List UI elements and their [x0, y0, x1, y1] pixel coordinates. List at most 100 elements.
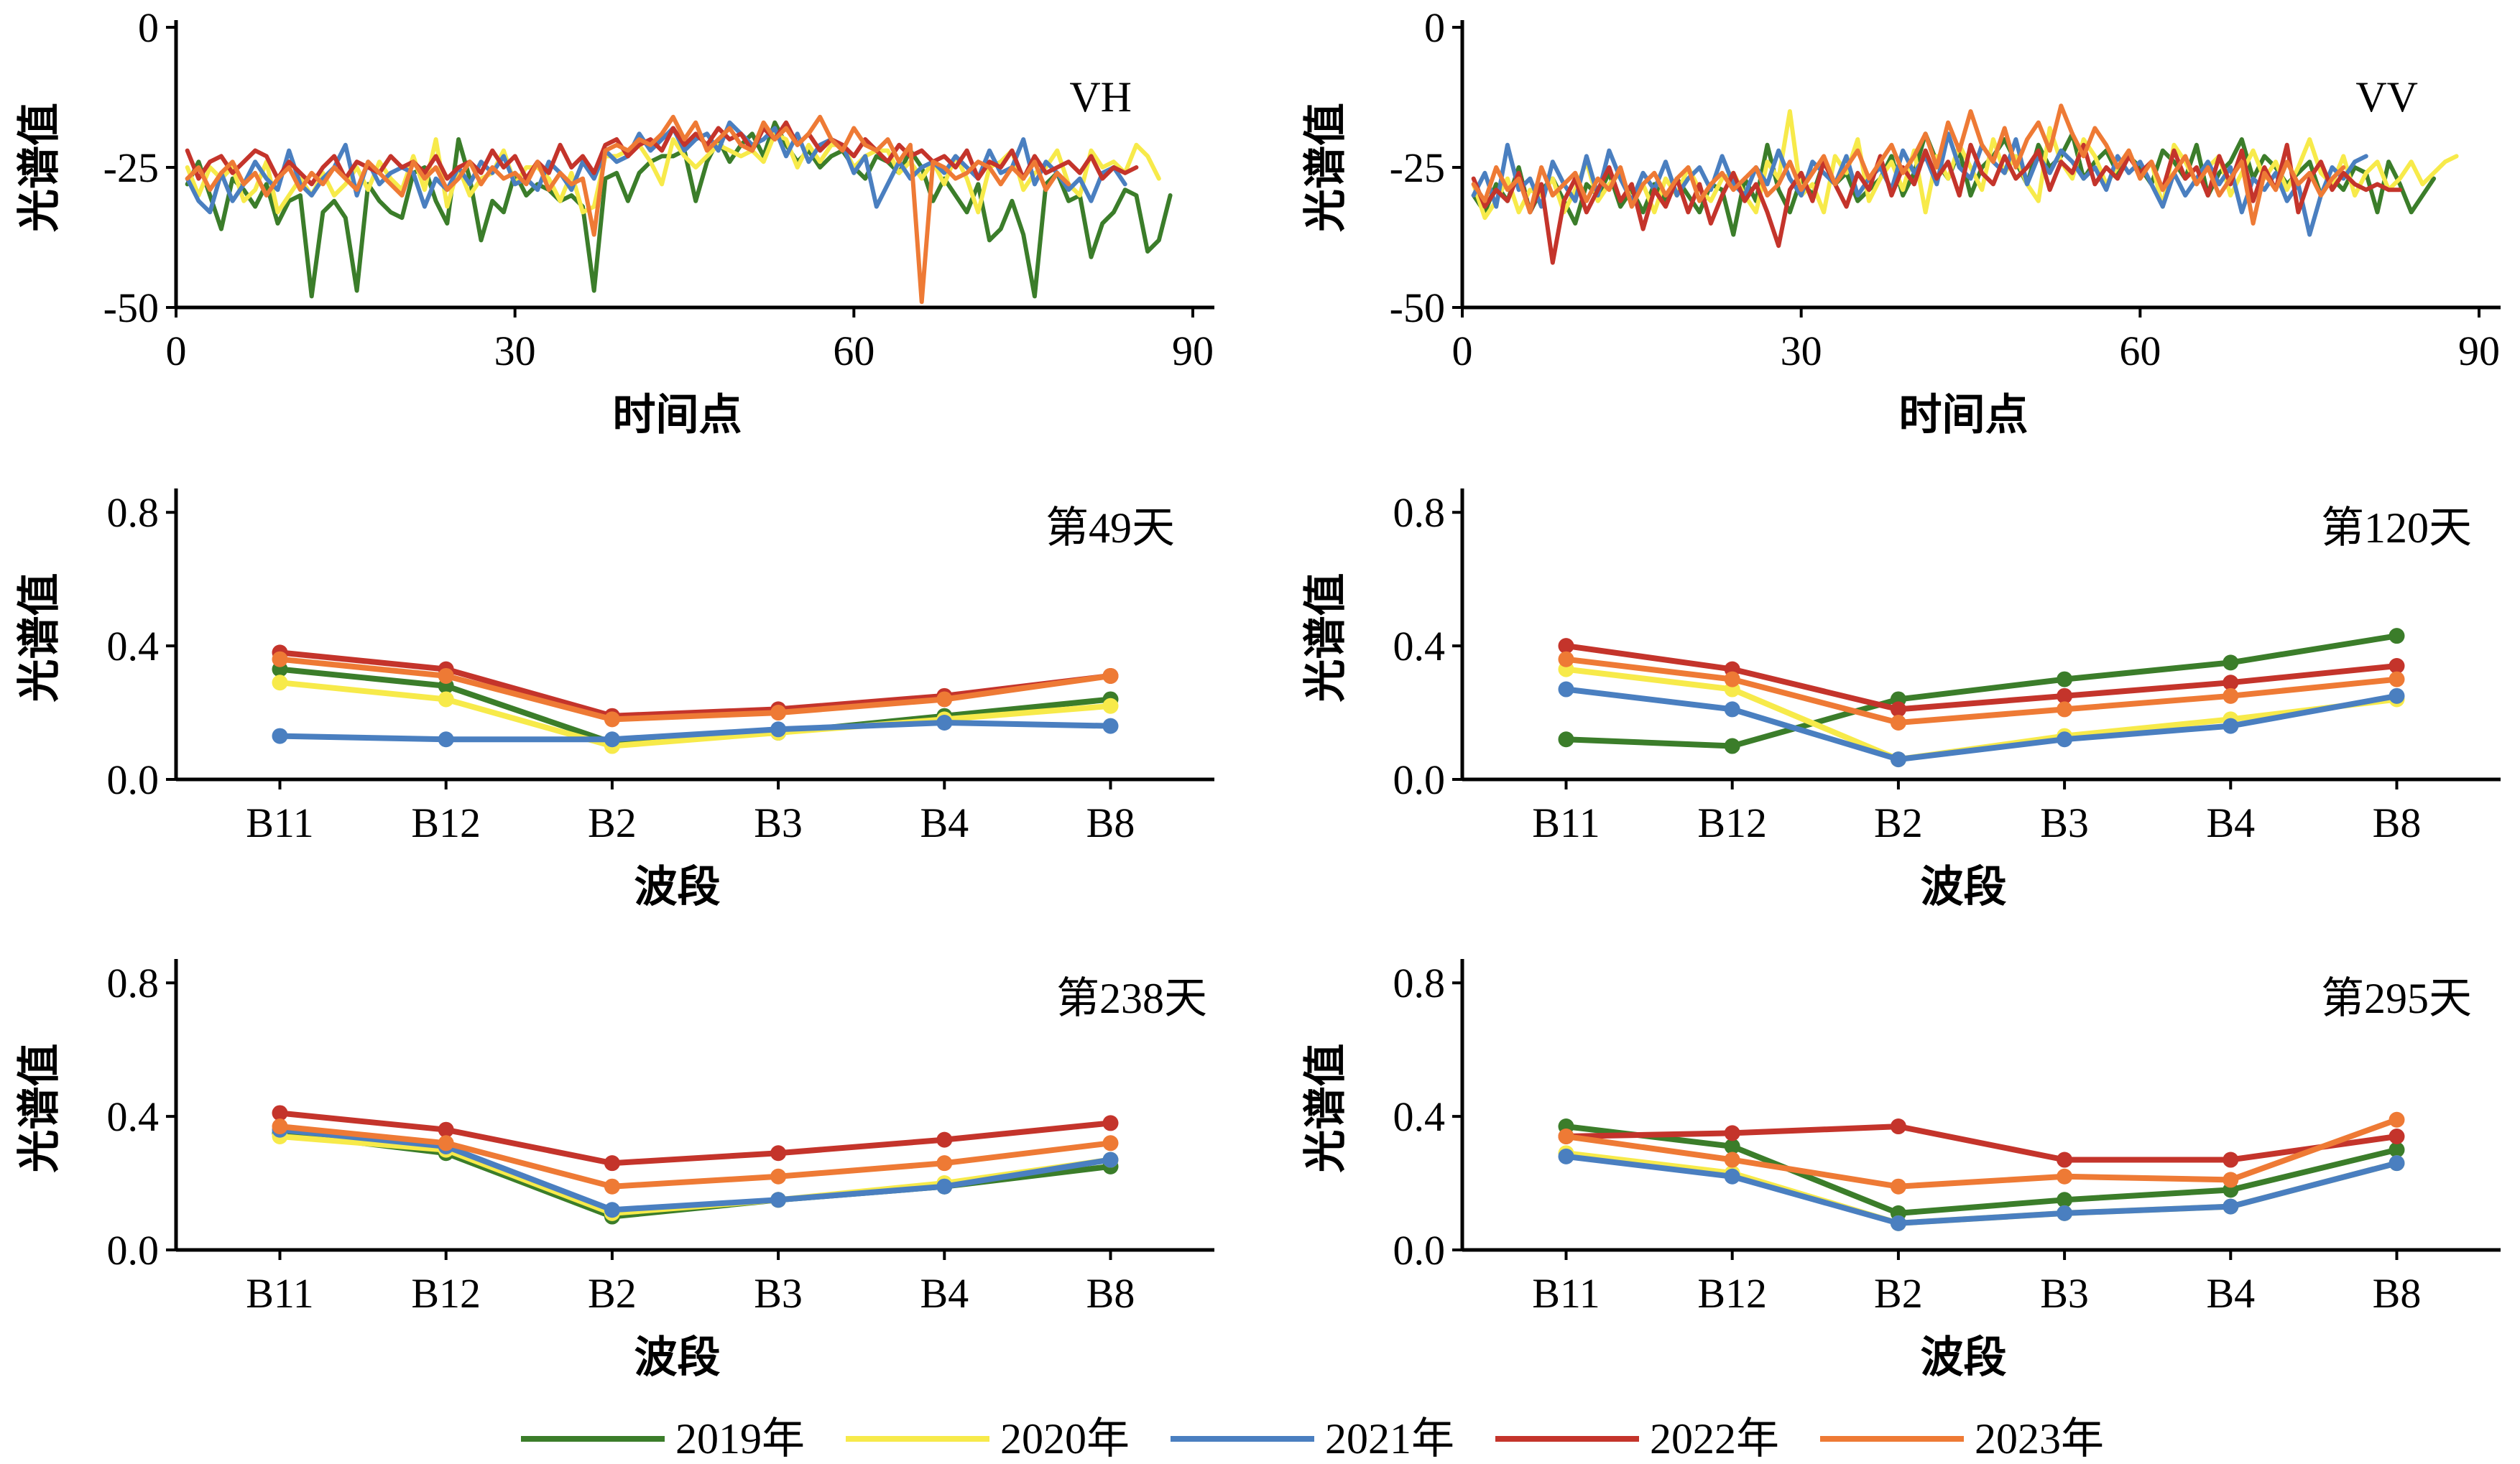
y-tick-label: -25 [103, 144, 159, 191]
y-tick-label: 0.0 [1393, 1227, 1446, 1274]
data-point-2021年 [2223, 718, 2239, 734]
data-point-2021年 [1890, 751, 1906, 768]
data-point-2020年 [438, 691, 454, 708]
x-axis-label: 时间点 [613, 390, 742, 440]
series-line-2020年 [277, 1134, 1114, 1216]
series-line-2023年 [1563, 1116, 2400, 1190]
panel-title: 第238天 [1056, 975, 1207, 1022]
x-tick-label: 0 [1452, 328, 1473, 374]
y-tick-label: 0 [138, 4, 159, 51]
data-point-2022年 [2223, 675, 2239, 691]
x-tick-label: 60 [2119, 328, 2161, 374]
data-point-2021年 [604, 731, 620, 748]
series-line-2019年 [185, 120, 1173, 299]
data-point-2021年 [936, 715, 953, 731]
y-tick-label: 0 [1424, 4, 1445, 51]
data-point-2023年 [1724, 671, 1740, 687]
data-point-2023年 [2389, 1111, 2405, 1128]
data-point-2023年 [2057, 1168, 2073, 1185]
y-axis-label: 光谱值 [1301, 573, 1351, 703]
y-tick-label: 0.8 [1393, 960, 1446, 1006]
legend-label: 2021年 [1325, 1415, 1454, 1463]
panel-title: 第120天 [2321, 504, 2472, 552]
x-tick-label: B12 [1697, 800, 1767, 846]
y-tick-label: 0.4 [1393, 623, 1446, 670]
x-tick-label: B12 [411, 1270, 481, 1317]
y-axis-label: 光谱值 [14, 573, 65, 703]
series-line-2023年 [185, 114, 1071, 305]
x-axis-label: 时间点 [1899, 390, 2029, 440]
y-tick-label: 0.4 [1393, 1093, 1446, 1140]
data-point-2022年 [1890, 1118, 1906, 1135]
x-axis-label: 波段 [634, 862, 721, 912]
x-tick-label: 30 [494, 328, 536, 374]
data-point-2021年 [1724, 1168, 1740, 1185]
series-line-2021年 [1563, 686, 2400, 763]
data-point-2021年 [1890, 1215, 1906, 1231]
data-point-2023年 [936, 1155, 953, 1172]
x-tick-label: B2 [1874, 800, 1923, 846]
data-point-2021年 [2057, 1205, 2073, 1221]
legend-label: 2023年 [1975, 1415, 2104, 1463]
data-point-2023年 [1558, 651, 1574, 667]
series-line-2021年 [1563, 1153, 2400, 1226]
data-point-2023年 [272, 1118, 288, 1135]
series-line-2022年 [1563, 1124, 2400, 1163]
data-point-2023年 [1558, 1129, 1574, 1144]
data-point-2021年 [1102, 1152, 1119, 1168]
panel-title: VV [2355, 73, 2418, 121]
data-point-2022年 [2057, 1152, 2073, 1168]
x-tick-label: B2 [1874, 1270, 1923, 1317]
data-point-2023年 [2057, 701, 2073, 718]
x-tick-label: B11 [1532, 800, 1600, 846]
data-point-2022年 [1724, 1125, 1740, 1141]
x-tick-label: B4 [2206, 1270, 2255, 1317]
series-line-2021年 [277, 720, 1114, 743]
data-point-2019年 [2389, 628, 2405, 644]
data-point-2019年 [2057, 1192, 2073, 1208]
data-point-2022年 [2223, 1152, 2239, 1168]
data-point-2022年 [2389, 658, 2405, 674]
y-axis-label: 光谱值 [1301, 103, 1351, 232]
x-tick-label: B11 [1532, 1270, 1600, 1317]
data-point-2021年 [770, 1192, 787, 1208]
series-line-2023年 [277, 1124, 1114, 1190]
data-point-2021年 [438, 731, 454, 748]
data-point-2023年 [272, 651, 288, 667]
y-axis-label: 光谱值 [14, 103, 65, 232]
series-line-2019年 [1563, 1124, 2400, 1216]
data-point-2023年 [1890, 715, 1906, 731]
x-tick-label: 60 [833, 328, 874, 374]
data-point-2021年 [604, 1202, 620, 1218]
x-tick-label: B3 [754, 800, 803, 846]
series-line-2020年 [277, 680, 1114, 749]
y-tick-label: 0.0 [107, 1227, 160, 1274]
y-tick-label: 0.8 [107, 960, 160, 1006]
y-tick-label: 0.8 [1393, 489, 1446, 536]
series-line-2022年 [277, 1110, 1114, 1167]
data-point-2023年 [604, 1178, 620, 1195]
data-point-2021年 [1724, 701, 1740, 718]
x-tick-label: B4 [2206, 800, 2255, 846]
x-tick-label: B12 [411, 800, 481, 846]
x-tick-label: B2 [588, 1270, 637, 1317]
y-tick-label: 0.0 [1393, 756, 1446, 803]
legend-label: 2020年 [1000, 1415, 1130, 1463]
data-point-2019年 [1724, 1138, 1740, 1154]
x-tick-label: B8 [2373, 1270, 2422, 1317]
data-point-2022年 [2389, 1129, 2405, 1144]
x-tick-label: B4 [920, 800, 969, 846]
data-point-2023年 [2223, 1172, 2239, 1188]
x-axis-label: 波段 [1921, 862, 2007, 912]
y-tick-label: 0.4 [107, 1093, 160, 1140]
x-tick-label: B8 [1086, 800, 1135, 846]
panel-title: 第49天 [1046, 504, 1175, 552]
data-point-2022年 [2057, 687, 2073, 704]
data-point-2021年 [1558, 681, 1574, 698]
